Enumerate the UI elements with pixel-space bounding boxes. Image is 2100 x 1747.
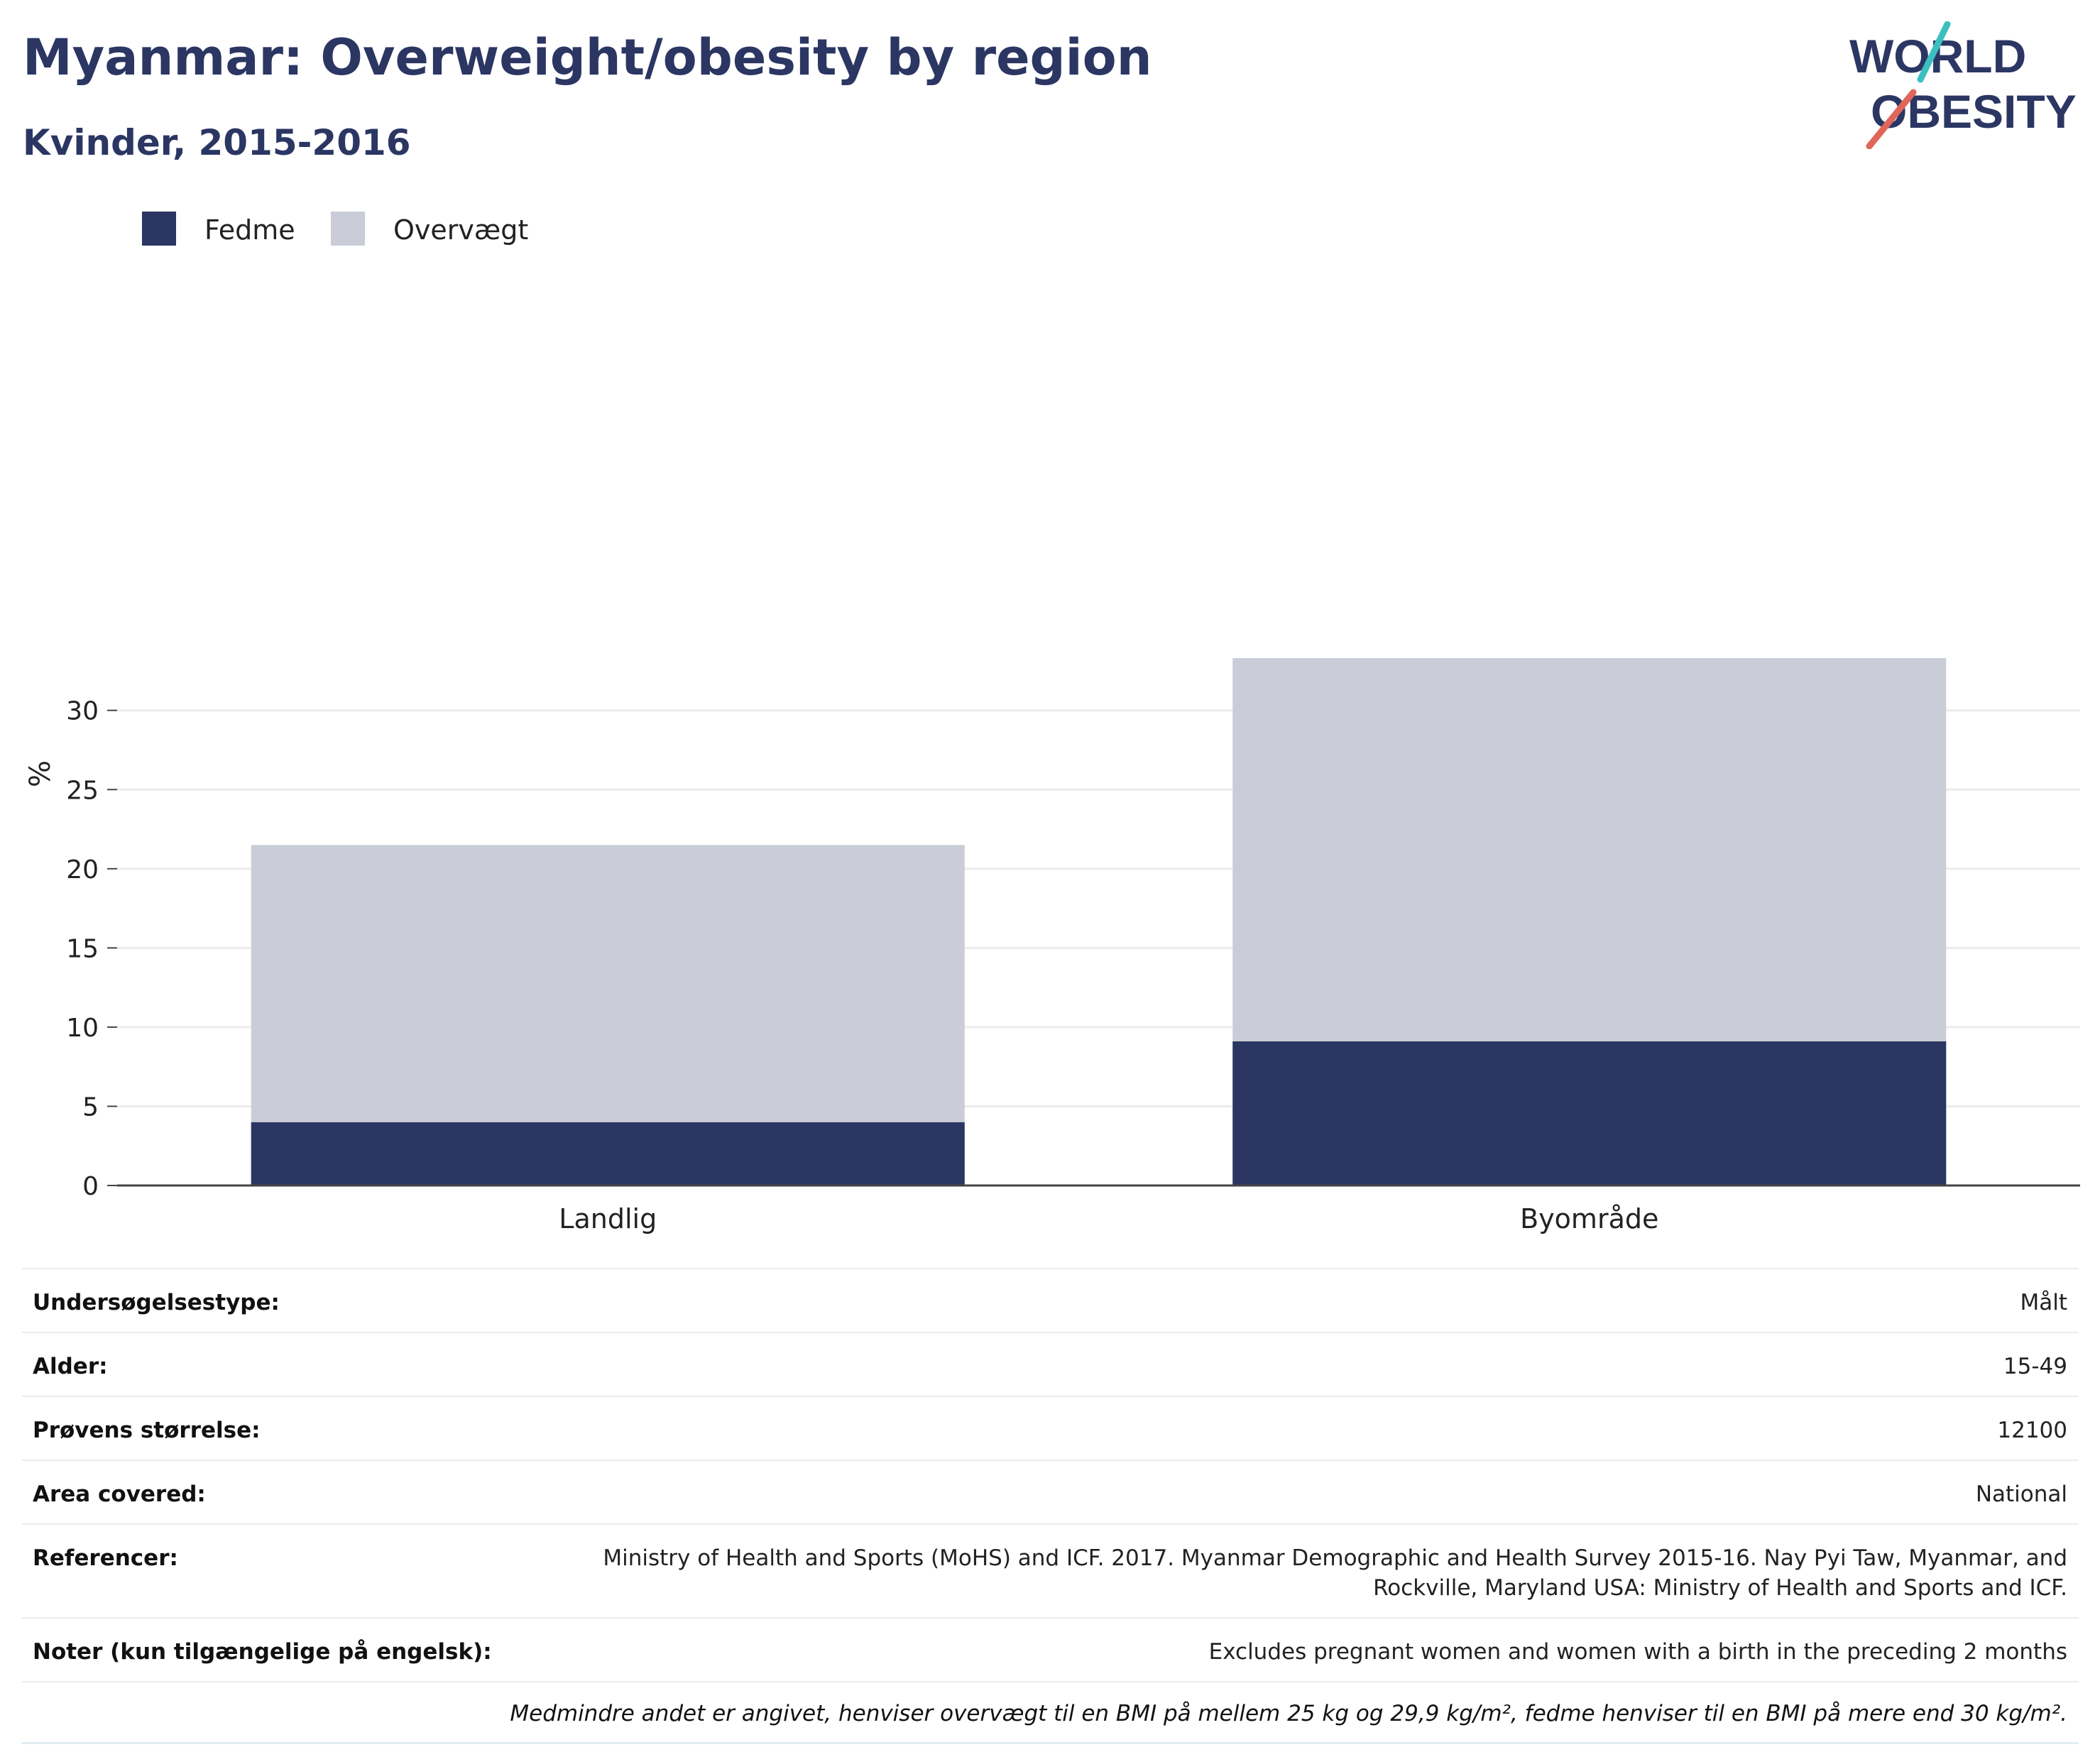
y-tick-label: 20: [66, 855, 99, 885]
info-value: National: [1975, 1482, 2067, 1507]
x-category-label: Landlig: [559, 1203, 657, 1234]
logo-slash-bottom: [1866, 89, 1917, 149]
legend-swatch-overvaegt: [331, 212, 365, 246]
info-key: Referencer:: [33, 1545, 178, 1571]
bar-fedme-1[interactable]: [1232, 1041, 1947, 1185]
legend-label-overvaegt: Overvægt: [393, 214, 529, 246]
info-value: 15-49: [2003, 1354, 2067, 1379]
info-key: Prøvens størrelse:: [33, 1418, 261, 1443]
metadata-table: Undersøgelsestype: Målt Alder: 15-49 Prø…: [21, 1268, 2079, 1744]
info-value: 12100: [1997, 1418, 2067, 1443]
info-value: Målt: [2020, 1290, 2067, 1315]
y-tick-label: 15: [66, 934, 99, 963]
y-tick-label: 0: [82, 1172, 99, 1201]
logo-slash-top: [1917, 21, 1951, 83]
info-row-sample-size: Prøvens størrelse: 12100: [21, 1397, 2079, 1461]
definition-footnote: Medmindre andet er angivet, henviser ove…: [21, 1682, 2079, 1744]
bars: [251, 658, 1947, 1185]
world-obesity-logo: WORLD OBESITY: [1849, 21, 2077, 149]
info-value: Ministry of Health and Sports (MoHS) and…: [603, 1545, 2067, 1601]
y-tick-label: 25: [66, 776, 99, 805]
info-key: Alder:: [33, 1354, 108, 1379]
x-category-label: Byområde: [1520, 1203, 1658, 1234]
chart-subtitle: Kvinder, 2015-2016: [23, 122, 411, 163]
info-row-area: Area covered: National: [21, 1461, 2079, 1525]
info-row-notes: Noter (kun tilgængelige på engelsk): Exc…: [21, 1619, 2079, 1682]
y-tick-label: 10: [66, 1014, 99, 1043]
info-key: Area covered:: [33, 1482, 206, 1507]
legend-label-fedme: Fedme: [204, 214, 295, 246]
info-key: Noter (kun tilgængelige på engelsk):: [33, 1639, 492, 1665]
y-axis-label: %: [24, 760, 57, 787]
bar-fedme-0[interactable]: [251, 1122, 965, 1185]
logo-line-2: OBESITY: [1871, 85, 2077, 138]
info-row-references: Referencer: Ministry of Health and Sport…: [21, 1525, 2079, 1619]
bar-chart: 0 5 10 15 20 25 30 Landlig Byområde %: [24, 658, 2080, 1234]
legend-swatch-fedme: [142, 212, 176, 246]
axes: 0 5 10 15 20 25 30 Landlig Byområde: [66, 697, 2080, 1234]
info-row-survey-type: Undersøgelsestype: Målt: [21, 1269, 2079, 1333]
bar-overvaegt-1[interactable]: [1232, 658, 1947, 1041]
info-key: Undersøgelsestype:: [33, 1290, 280, 1315]
info-row-age: Alder: 15-49: [21, 1333, 2079, 1397]
chart-title: Myanmar: Overweight/obesity by region: [23, 28, 1152, 87]
y-tick-label: 30: [66, 697, 99, 726]
bar-overvaegt-0[interactable]: [251, 845, 965, 1122]
info-value: Excludes pregnant women and women with a…: [1208, 1639, 2067, 1665]
y-tick-label: 5: [82, 1092, 99, 1122]
